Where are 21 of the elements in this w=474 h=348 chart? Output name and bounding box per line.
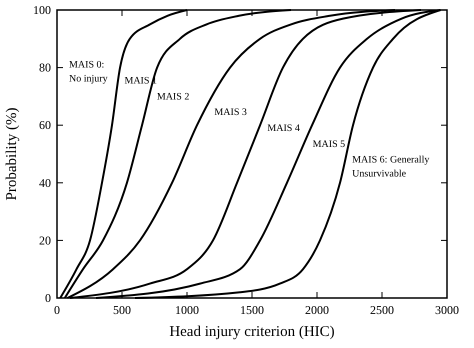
y-tick-label: 40 (39, 176, 51, 190)
annotation: MAIS 4 (267, 122, 300, 134)
annotation: MAIS 6: Generally Unsurvivable (352, 154, 430, 180)
annotation: MAIS 0: No injury (69, 60, 108, 85)
x-tick-label: 500 (113, 303, 131, 317)
annotation: MAIS 3 (214, 107, 247, 118)
y-tick-label: 100 (33, 3, 51, 17)
x-tick-label: 2500 (370, 303, 394, 317)
x-tick-label: 0 (54, 303, 60, 317)
y-tick-label: 0 (45, 291, 51, 305)
y-axis-title: Probability (%) (4, 108, 20, 200)
y-tick-label: 60 (39, 118, 51, 132)
x-tick-label: 3000 (435, 303, 459, 317)
y-tick-label: 20 (39, 233, 51, 248)
x-tick-label: 1000 (175, 303, 199, 317)
y-tick-label: 80 (39, 60, 51, 75)
annotation: MAIS 5 (312, 138, 346, 150)
x-axis-title: Head injury criterion (HIC) (169, 324, 335, 340)
x-tick-label: 1500 (240, 303, 264, 317)
annotation: MAIS 2 (156, 91, 190, 102)
x-tick-label: 2000 (305, 303, 329, 317)
